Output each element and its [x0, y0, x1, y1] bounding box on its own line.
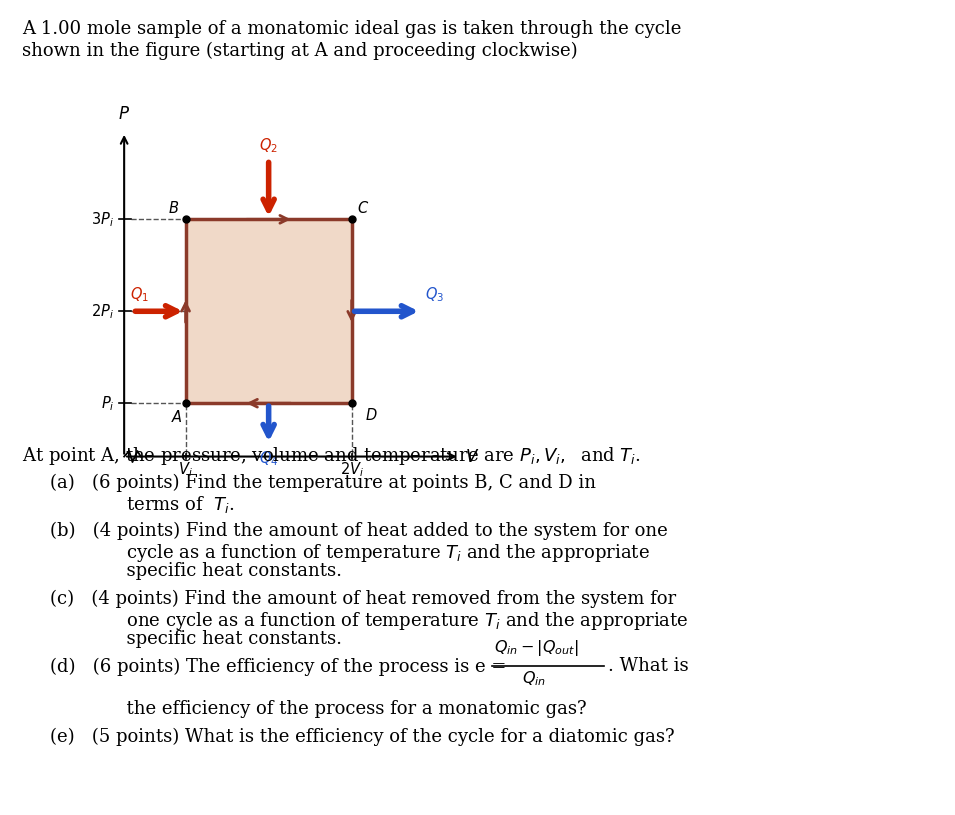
Text: specific heat constants.: specific heat constants. — [92, 630, 342, 648]
Text: (c)   (4 points) Find the amount of heat removed from the system for: (c) (4 points) Find the amount of heat r… — [50, 590, 676, 608]
Text: $Q_2$: $Q_2$ — [259, 136, 278, 155]
Text: $D$: $D$ — [366, 408, 378, 423]
Text: $C$: $C$ — [357, 200, 370, 216]
Text: $P$: $P$ — [118, 105, 130, 123]
Text: $3P_i$: $3P_i$ — [92, 210, 115, 229]
Text: $V$: $V$ — [465, 447, 479, 465]
Text: $2P_i$: $2P_i$ — [92, 302, 115, 320]
Text: specific heat constants.: specific heat constants. — [92, 562, 342, 580]
Text: $Q_3$: $Q_3$ — [425, 285, 444, 304]
Text: (b)   (4 points) Find the amount of heat added to the system for one: (b) (4 points) Find the amount of heat a… — [50, 522, 668, 540]
Text: $P_i$: $P_i$ — [100, 394, 115, 412]
Text: $B$: $B$ — [168, 200, 180, 216]
Text: . What is: . What is — [608, 657, 689, 675]
Text: $Q_1$: $Q_1$ — [130, 285, 149, 304]
Text: $A$: $A$ — [171, 409, 183, 425]
Bar — [185, 219, 351, 403]
Text: (a)   (6 points) Find the temperature at points B, C and D in: (a) (6 points) Find the temperature at p… — [50, 474, 596, 492]
Text: shown in the figure (starting at A and proceeding clockwise): shown in the figure (starting at A and p… — [22, 42, 578, 60]
Text: one cycle as a function of temperature $T_i$ and the appropriate: one cycle as a function of temperature $… — [92, 610, 689, 632]
Text: A 1.00 mole sample of a monatomic ideal gas is taken through the cycle: A 1.00 mole sample of a monatomic ideal … — [22, 20, 681, 38]
Text: $Q_{in}$: $Q_{in}$ — [522, 669, 546, 688]
Text: $Q_4$: $Q_4$ — [259, 449, 278, 468]
Text: $V_i$: $V_i$ — [179, 460, 193, 478]
Text: $2V_i$: $2V_i$ — [340, 460, 364, 478]
Text: cycle as a function of temperature $T_i$ and the appropriate: cycle as a function of temperature $T_i$… — [92, 542, 649, 564]
Text: At point A, the pressure, volume and temperature are $P_i,V_i,$  and $T_i$.: At point A, the pressure, volume and tem… — [22, 445, 641, 467]
Text: (e)   (5 points) What is the efficiency of the cycle for a diatomic gas?: (e) (5 points) What is the efficiency of… — [50, 728, 674, 747]
Text: (d)   (6 points) The efficiency of the process is e =: (d) (6 points) The efficiency of the pro… — [50, 658, 512, 676]
Text: $Q_{in}-|Q_{out}|$: $Q_{in}-|Q_{out}|$ — [494, 638, 579, 658]
Text: the efficiency of the process for a monatomic gas?: the efficiency of the process for a mona… — [92, 700, 586, 718]
Text: terms of  $T_i$.: terms of $T_i$. — [92, 494, 235, 515]
